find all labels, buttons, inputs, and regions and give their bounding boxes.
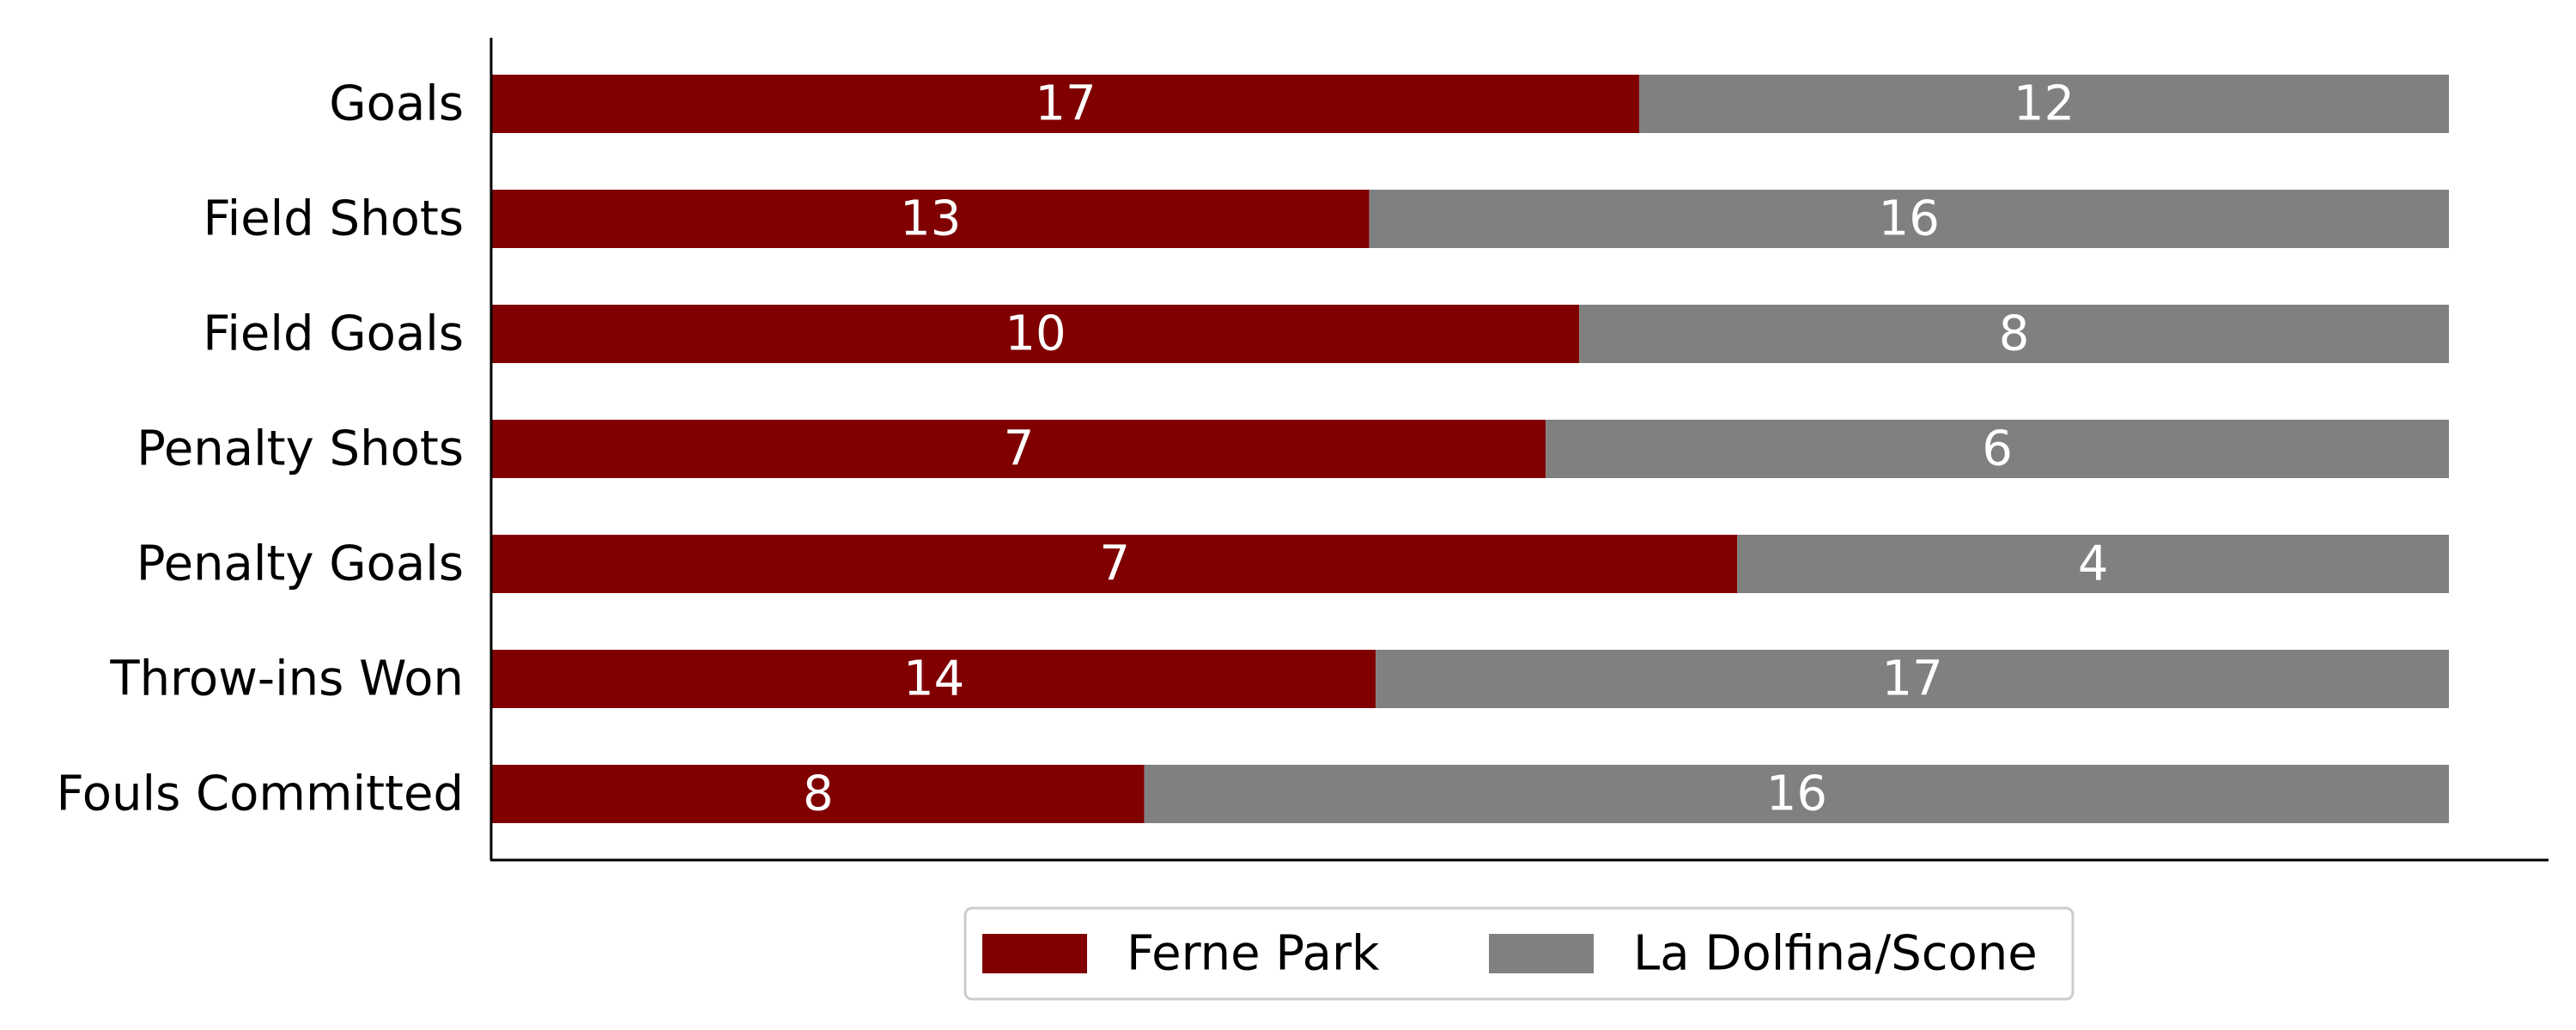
bars [492, 75, 2449, 823]
category-label: Field Goals [203, 306, 464, 362]
bar-segment [492, 765, 1145, 823]
category-label: Throw-ins Won [109, 651, 464, 707]
category-label: Goals [329, 76, 464, 132]
legend-swatch [1489, 934, 1594, 973]
category-label: Penalty Shots [137, 421, 464, 477]
bar-labels: 17 12 13 16 10 8 7 6 7 4 14 17 8 16 [803, 76, 2108, 822]
bar-segment [1376, 650, 2449, 708]
legend: Ferne Park La Dolfina/Scone [963, 906, 2075, 1001]
data-label: 8 [1999, 306, 2030, 362]
data-label: 6 [1982, 421, 2013, 477]
data-label: 4 [2078, 536, 2109, 592]
data-label: 13 [900, 191, 961, 247]
category-label: Penalty Goals [137, 536, 464, 592]
bar-segment [1144, 765, 2449, 823]
data-label: 12 [2014, 76, 2075, 132]
bar-segment [492, 305, 1580, 363]
data-label: 8 [803, 766, 834, 822]
bar-segment [1737, 535, 2449, 593]
data-label: 7 [1099, 536, 1130, 592]
bar-segment [492, 535, 1738, 593]
data-label: 16 [1879, 191, 1940, 247]
bar-segment [492, 420, 1546, 478]
data-label: 17 [1881, 651, 1942, 707]
bar-segment [492, 650, 1376, 708]
category-label: Field Shots [204, 191, 465, 247]
bar-segment [1579, 305, 2449, 363]
axes [489, 38, 2549, 862]
category-label: Fouls Committed [57, 766, 464, 822]
legend-label: Ferne Park [1127, 926, 1380, 982]
legend-swatch [982, 934, 1087, 973]
bar-segment [1369, 190, 2449, 248]
bar-segment [1638, 75, 2449, 133]
bar-segment [492, 75, 1639, 133]
category-labels: Goals Field Shots Field Goals Penalty Shots… [57, 76, 464, 822]
data-label: 16 [1766, 766, 1827, 822]
bar-segment [1546, 420, 2449, 478]
data-label: 14 [903, 651, 964, 707]
data-label: 10 [1005, 306, 1066, 362]
legend-label: La Dolfina/Scone [1633, 926, 2038, 982]
bar-segment [492, 190, 1370, 248]
data-label: 7 [1004, 421, 1035, 477]
data-label: 17 [1035, 76, 1096, 132]
